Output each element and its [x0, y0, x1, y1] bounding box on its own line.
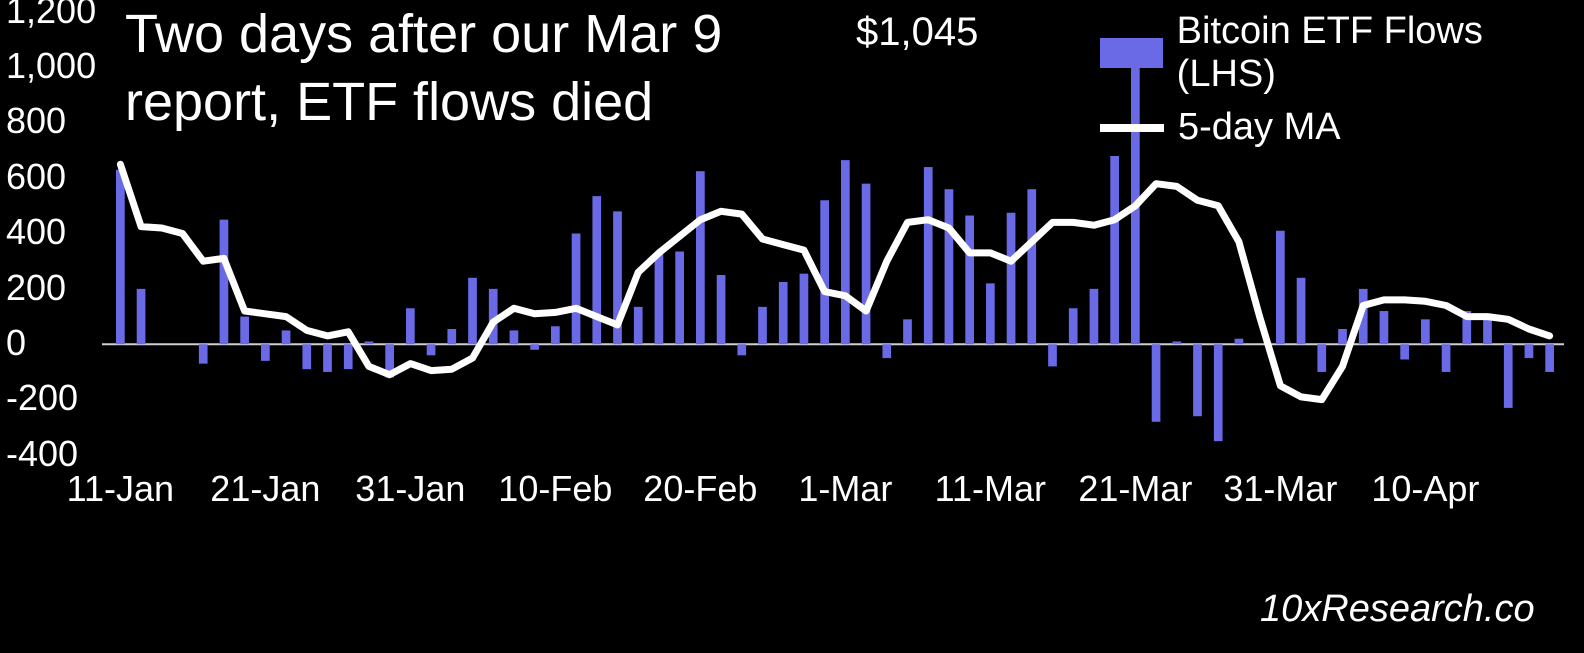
bar	[903, 319, 912, 344]
chart-title: Two days after our Mar 9 report, ETF flo…	[125, 0, 722, 136]
bar	[302, 344, 311, 369]
bar	[592, 196, 601, 344]
bar	[1317, 344, 1326, 372]
ma-line	[120, 164, 1549, 399]
x-tick-label: 11-Jan	[67, 468, 174, 510]
legend-item-bars: Bitcoin ETF Flows (LHS)	[1100, 10, 1584, 96]
y-tick-label: 1,200	[6, 0, 96, 32]
x-tick-label: 31-Mar	[1223, 468, 1337, 510]
bar	[137, 289, 146, 344]
etf-flows-chart: Two days after our Mar 9 report, ETF flo…	[0, 0, 1584, 653]
bar	[1442, 344, 1451, 372]
bar	[1400, 344, 1409, 359]
legend-swatch-bar	[1100, 38, 1163, 68]
bar	[572, 234, 581, 345]
bar	[220, 220, 229, 345]
bar	[965, 216, 974, 345]
bar	[779, 282, 788, 344]
bar	[1380, 311, 1389, 344]
legend-label-bars: Bitcoin ETF Flows (LHS)	[1177, 10, 1584, 96]
bar	[862, 184, 871, 345]
bar	[447, 329, 456, 344]
bar	[945, 189, 954, 344]
legend-swatch-line	[1100, 124, 1164, 132]
bar	[1048, 344, 1057, 366]
x-tick-label: 11-Mar	[935, 468, 1046, 510]
legend-label-line: 5-day MA	[1178, 106, 1341, 149]
attribution: 10xResearch.co	[1260, 588, 1535, 631]
peak-annotation: $1,045	[856, 10, 978, 55]
bar	[1276, 231, 1285, 345]
x-tick-label: 1-Mar	[798, 468, 892, 510]
y-tick-label: 400	[6, 211, 66, 253]
bar	[717, 275, 726, 344]
bar	[261, 344, 270, 361]
bar	[924, 167, 933, 344]
legend-item-line: 5-day MA	[1100, 106, 1584, 149]
legend: Bitcoin ETF Flows (LHS) 5-day MA	[1100, 10, 1584, 159]
bar	[1152, 344, 1161, 422]
bar	[282, 330, 291, 344]
bar	[820, 200, 829, 344]
bar	[758, 307, 767, 344]
bar	[634, 307, 643, 344]
bar	[1421, 319, 1430, 344]
bar	[696, 171, 705, 344]
bar	[199, 344, 208, 363]
y-tick-label: -200	[6, 377, 78, 419]
bar	[1214, 344, 1223, 441]
y-tick-label: 1,000	[6, 45, 96, 87]
bar	[1545, 344, 1554, 372]
bar	[468, 278, 477, 344]
x-tick-label: 21-Jan	[210, 468, 320, 510]
x-tick-label: 21-Mar	[1078, 468, 1192, 510]
bar	[344, 344, 353, 369]
y-tick-label: 0	[6, 322, 26, 364]
bar	[530, 344, 539, 350]
y-tick-label: 800	[6, 100, 66, 142]
bar	[1193, 344, 1202, 416]
bar	[1235, 339, 1244, 345]
bar	[323, 344, 332, 372]
bar	[1483, 319, 1492, 344]
y-tick-label: 200	[6, 267, 66, 309]
bar	[1338, 329, 1347, 344]
bar	[406, 308, 415, 344]
bar	[116, 170, 125, 344]
bar	[800, 274, 809, 345]
bar	[427, 344, 436, 355]
bar	[655, 254, 664, 344]
bar	[841, 160, 850, 344]
y-tick-label: 600	[6, 156, 66, 198]
bar	[1069, 308, 1078, 344]
bar	[1172, 341, 1181, 344]
bar	[1090, 289, 1099, 344]
bar	[1525, 344, 1534, 358]
x-tick-label: 20-Feb	[643, 468, 757, 510]
bar	[240, 317, 249, 345]
bar	[551, 326, 560, 344]
bar	[882, 344, 891, 358]
x-tick-label: 10-Apr	[1371, 468, 1479, 510]
bar	[737, 344, 746, 355]
bar	[675, 251, 684, 344]
bar	[1504, 344, 1513, 408]
bar	[365, 341, 374, 344]
x-tick-label: 10-Feb	[498, 468, 612, 510]
bar	[1297, 278, 1306, 344]
bar	[986, 283, 995, 344]
bar	[1007, 213, 1016, 345]
bar	[1110, 156, 1119, 344]
bar	[1027, 189, 1036, 344]
bar	[510, 330, 519, 344]
x-tick-label: 31-Jan	[355, 468, 465, 510]
